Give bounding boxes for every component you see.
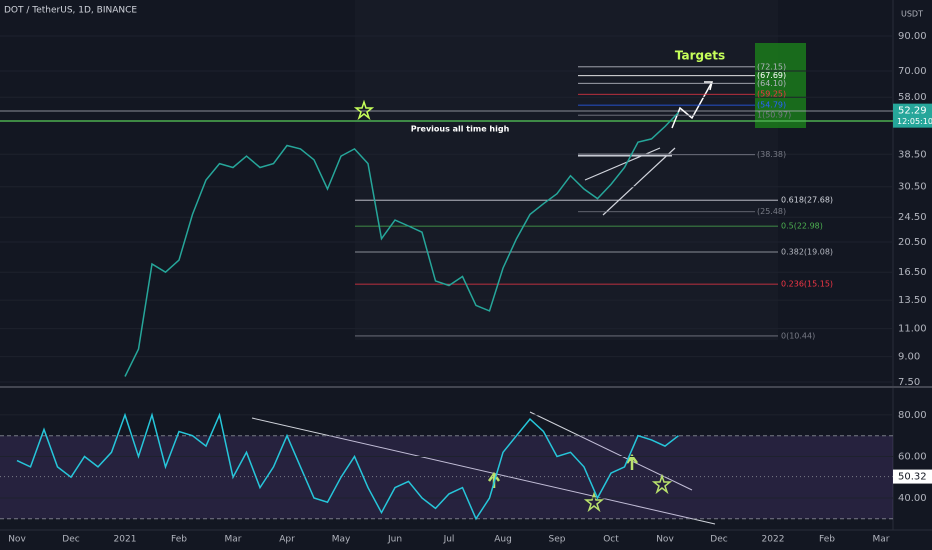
last-price-box (893, 103, 932, 128)
target-box (755, 43, 806, 128)
countdown: 12:05:10 (897, 117, 932, 126)
last-price: 52.29 (898, 106, 927, 117)
annotation: Previous all time high (411, 125, 510, 134)
fib-label: (59.25) (757, 90, 786, 99)
star (353, 99, 375, 121)
chart-title: DOT / TetherUS, 1D, BINANCE (4, 6, 137, 16)
x-tick-label: Feb (171, 535, 187, 545)
x-tick-label: Feb (819, 535, 835, 545)
annotation: Targets (675, 49, 725, 63)
arrow-head (704, 81, 713, 91)
currency: USDT (901, 10, 923, 19)
fib-label: 0.382(19.08) (781, 248, 833, 257)
y-tick-label: 13.50 (898, 295, 927, 306)
rsi-value: 50.32 (898, 472, 927, 483)
x-tick-label: Jul (443, 535, 455, 545)
y-tick-label: 24.50 (898, 212, 927, 223)
x-tick-label: Aug (494, 535, 512, 545)
x-tick-label: Dec (710, 535, 727, 545)
y-tick-label: 38.50 (898, 149, 927, 160)
y-tick-label: 11.00 (898, 324, 927, 335)
x-tick-label: Mar (225, 535, 242, 545)
fib-label: (38.38) (757, 150, 786, 159)
y-tick-label: 90.00 (898, 31, 927, 42)
fib-label: (67.69) (757, 71, 786, 80)
y-tick-label: 58.00 (898, 92, 927, 103)
fib-label: (25.48) (757, 207, 786, 216)
rsi-star (583, 491, 605, 513)
y-tick-label: 70.00 (898, 66, 927, 77)
x-tick-label: 2021 (114, 535, 137, 545)
y-tick-label: 20.50 (898, 237, 927, 248)
y-tick-label: 40.00 (898, 493, 927, 504)
x-tick-label: Oct (603, 535, 619, 545)
y-tick-label: 60.00 (898, 451, 927, 462)
fib-label: (64.10) (757, 79, 786, 88)
fib-label: 0(10.44) (781, 331, 815, 340)
price-axis-bg (893, 0, 932, 550)
rsi-star (651, 473, 673, 495)
y-tick-label: 7.50 (898, 377, 920, 388)
x-tick-label: Nov (8, 535, 26, 545)
y-tick-label: 80.00 (898, 410, 927, 421)
rsi-line (16, 412, 679, 521)
fib-label: 0.236(15.15) (781, 280, 833, 289)
projection-arrow (671, 81, 713, 129)
x-tick-label: Sep (549, 535, 566, 545)
x-tick-label: Mar (873, 535, 890, 545)
y-tick-label: 30.50 (898, 182, 927, 193)
fib-label: (54.79) (757, 101, 786, 110)
wedge-line (584, 147, 661, 181)
rsi-value-box (893, 469, 932, 484)
fib-label: (72.15) (757, 62, 786, 71)
x-tick-label: Jun (387, 535, 402, 545)
y-tick-label: 9.00 (898, 352, 920, 363)
price-line (124, 111, 680, 377)
x-tick-label: 2022 (762, 535, 785, 545)
wedge-line (602, 147, 676, 216)
rsi-band (0, 435, 893, 519)
fib-label: 1(50.97) (757, 111, 791, 120)
y-tick-label: 16.50 (898, 267, 927, 278)
x-tick-label: Apr (279, 535, 295, 545)
fib-label: 0.618(27.68) (781, 196, 833, 205)
fib-label: 0.5(22.98) (781, 222, 823, 231)
x-tick-label: May (332, 535, 351, 545)
x-tick-label: Nov (656, 535, 674, 545)
x-tick-label: Dec (62, 535, 79, 545)
